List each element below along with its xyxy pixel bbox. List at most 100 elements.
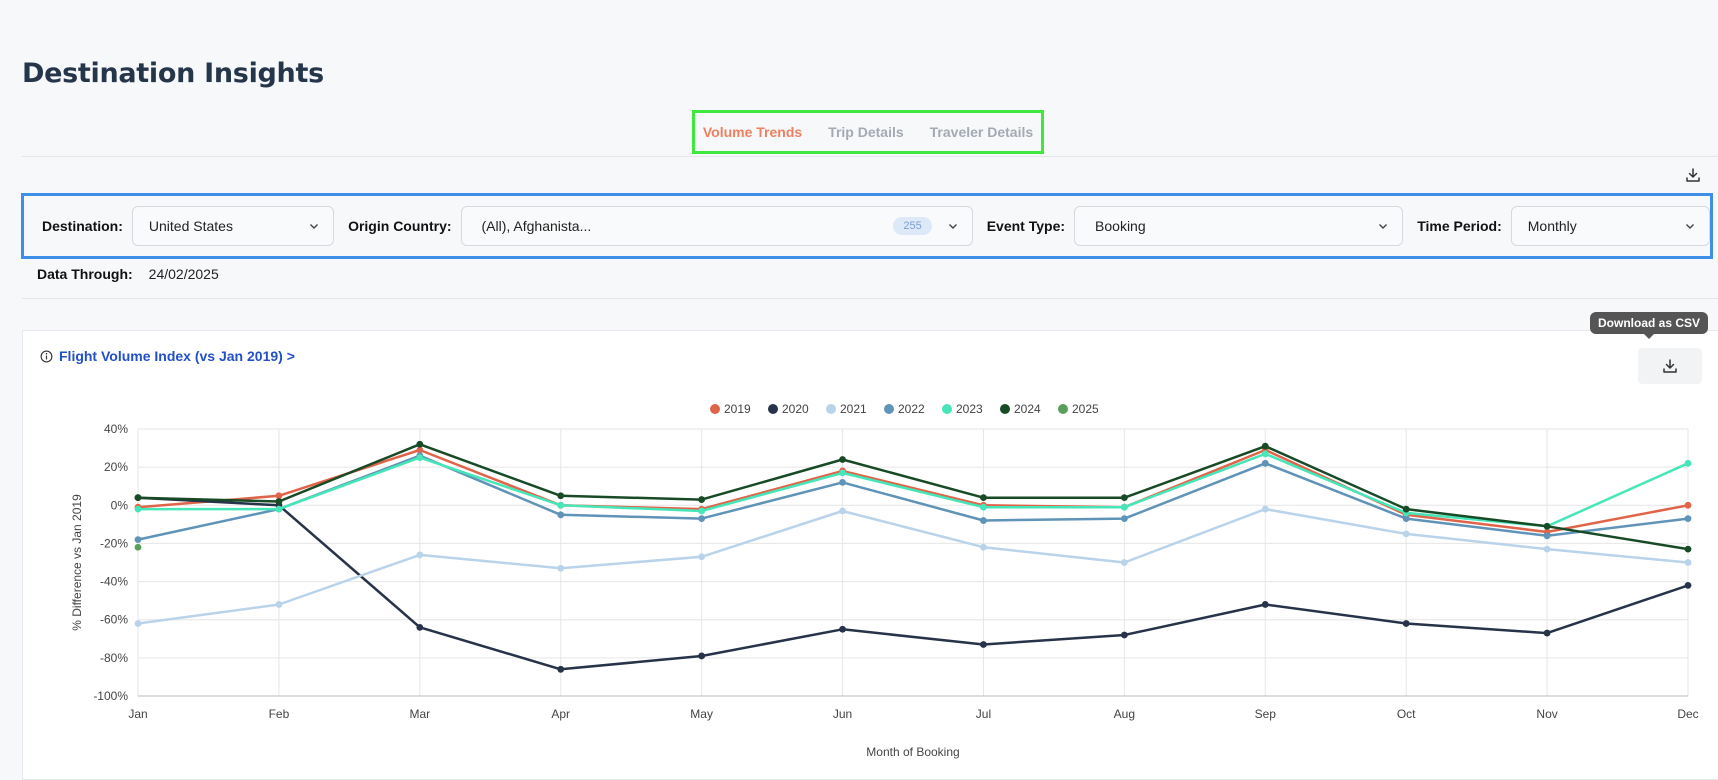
data-point-2021 xyxy=(1402,530,1410,538)
origin-count-badge: 255 xyxy=(893,217,932,235)
destination-select[interactable]: United States xyxy=(131,206,335,246)
x-tick-label: Mar xyxy=(409,707,430,721)
destination-value: United States xyxy=(148,218,233,234)
data-point-2024 xyxy=(1261,442,1269,450)
data-point-2024 xyxy=(980,494,987,502)
data-point-2020 xyxy=(1261,601,1269,608)
tab-bar: Volume Trends Trip Details Traveler Deta… xyxy=(692,110,1044,154)
data-point-2023 xyxy=(698,507,706,515)
data-point-2021 xyxy=(1684,559,1692,566)
page-download-button[interactable] xyxy=(1682,164,1704,186)
data-point-2023 xyxy=(839,469,846,477)
origin-country-value: (All), Afghanista... xyxy=(481,218,592,234)
chart-card xyxy=(22,330,1718,780)
data-point-2020 xyxy=(1402,620,1410,627)
section-divider xyxy=(22,298,1718,299)
data-point-2021 xyxy=(1543,545,1551,553)
data-point-2020 xyxy=(557,665,565,673)
legend-label-2024: 2024 xyxy=(1014,402,1041,416)
chevron-down-icon xyxy=(1683,219,1697,233)
x-tick-label: Aug xyxy=(1114,707,1135,721)
legend-marker-2023 xyxy=(942,404,952,414)
data-point-2023 xyxy=(1120,503,1128,511)
data-point-2022 xyxy=(1261,459,1269,467)
data-through-value: 24/02/2025 xyxy=(148,266,219,282)
data-through-label: Data Through: xyxy=(37,266,133,282)
y-tick-label: -80% xyxy=(100,651,128,665)
time-period-value: Monthly xyxy=(1527,218,1577,234)
legend-label-2022: 2022 xyxy=(898,402,925,416)
tab-volume-trends[interactable]: Volume Trends xyxy=(702,124,803,140)
filter-bar: Destination: United States Origin Countr… xyxy=(21,193,1713,259)
x-tick-label: May xyxy=(690,707,713,721)
data-point-2024 xyxy=(275,498,283,505)
legend-label-2020: 2020 xyxy=(782,402,809,416)
data-point-2021 xyxy=(134,620,142,627)
data-point-2024 xyxy=(1402,505,1410,513)
data-point-2023 xyxy=(1684,459,1692,467)
series-line-2022 xyxy=(137,454,1689,541)
data-point-2021 xyxy=(275,601,283,608)
x-tick-label: Apr xyxy=(551,707,570,721)
data-point-2024 xyxy=(698,496,706,503)
time-period-select[interactable]: Monthly xyxy=(1510,206,1710,246)
legend-label-2021: 2021 xyxy=(840,402,867,416)
data-point-2024 xyxy=(1120,494,1128,502)
series-line-2021 xyxy=(137,507,1689,625)
y-tick-label: 0% xyxy=(111,498,129,512)
chevron-down-icon xyxy=(1376,219,1390,233)
data-point-2019 xyxy=(416,446,424,454)
data-point-2021 xyxy=(839,507,846,515)
data-point-2024 xyxy=(557,492,565,500)
y-tick-label: 40% xyxy=(104,422,128,436)
chart-title: Flight Volume Index (vs Jan 2019) > xyxy=(59,348,295,364)
chevron-down-icon xyxy=(946,219,960,233)
data-point-2024 xyxy=(1543,522,1551,530)
series-line-2024 xyxy=(137,443,1689,551)
data-point-2022 xyxy=(1684,515,1692,523)
legend-marker-2021 xyxy=(826,404,836,414)
legend-marker-2020 xyxy=(768,404,778,414)
legend-marker-2022 xyxy=(884,404,894,414)
data-point-2024 xyxy=(1684,545,1692,553)
data-point-2022 xyxy=(1543,532,1551,540)
event-type-select[interactable]: Booking xyxy=(1074,206,1404,246)
data-point-2020 xyxy=(698,652,706,660)
data-point-2022 xyxy=(557,511,565,519)
data-point-2022 xyxy=(839,479,846,486)
data-point-2024 xyxy=(134,494,142,502)
tab-traveler-details[interactable]: Traveler Details xyxy=(929,124,1034,140)
y-tick-label: -40% xyxy=(100,575,128,589)
data-point-2024 xyxy=(416,440,424,448)
legend-marker-2025 xyxy=(1058,404,1068,414)
data-point-2023 xyxy=(416,454,424,462)
data-point-2023 xyxy=(134,505,142,513)
data-point-2021 xyxy=(416,551,424,559)
data-point-2020 xyxy=(416,623,424,631)
tab-trip-details[interactable]: Trip Details xyxy=(828,124,904,140)
data-point-2020 xyxy=(1543,629,1551,637)
origin-country-select[interactable]: (All), Afghanista... 255 xyxy=(460,206,973,246)
y-tick-label: -60% xyxy=(100,613,128,627)
destination-label: Destination: xyxy=(42,218,123,234)
legend-label-2019: 2019 xyxy=(724,402,751,416)
data-point-2023 xyxy=(980,503,987,511)
info-icon xyxy=(40,350,53,362)
series-line-2020 xyxy=(137,496,1689,671)
data-point-2021 xyxy=(1120,559,1128,566)
data-point-2019 xyxy=(275,492,283,500)
legend-marker-2024 xyxy=(1000,404,1010,414)
series-line-2019 xyxy=(137,448,1689,534)
x-tick-label: Feb xyxy=(269,707,290,721)
data-point-2022 xyxy=(1120,515,1128,523)
x-tick-label: Nov xyxy=(1536,707,1557,721)
y-tick-label: 20% xyxy=(104,460,128,474)
y-axis-label: % Difference vs Jan 2019 xyxy=(70,494,84,631)
data-point-2025 xyxy=(134,543,142,551)
x-axis-label: Month of Booking xyxy=(866,745,959,759)
download-csv-button[interactable] xyxy=(1638,348,1702,384)
data-point-2022 xyxy=(134,536,142,544)
y-tick-label: -20% xyxy=(100,536,128,550)
chart-title-link[interactable]: Flight Volume Index (vs Jan 2019) > xyxy=(40,348,295,364)
